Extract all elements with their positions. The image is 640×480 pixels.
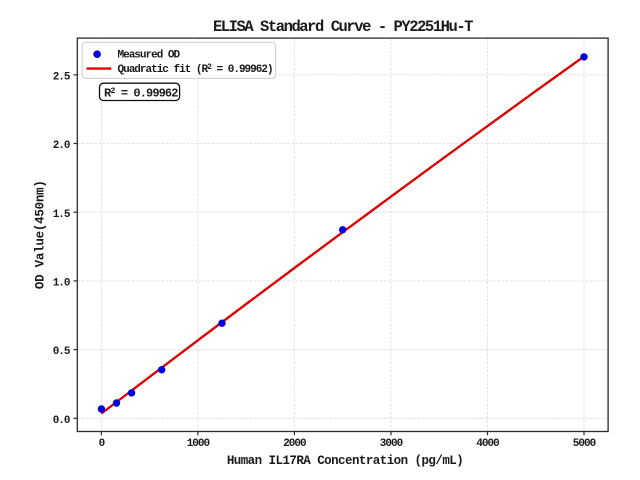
svg-text:Quadratic fit (R2 = 0.99962): Quadratic fit (R2 = 0.99962) (118, 63, 273, 76)
svg-text:0: 0 (99, 438, 105, 450)
svg-text:1000: 1000 (187, 438, 210, 450)
svg-text:R2 = 0.99962: R2 = 0.99962 (104, 86, 178, 101)
svg-text:Measured OD: Measured OD (118, 50, 181, 62)
svg-text:1.5: 1.5 (53, 209, 71, 221)
svg-text:1.0: 1.0 (53, 278, 70, 290)
svg-text:5000: 5000 (573, 438, 596, 450)
svg-text:ELISA Standard Curve - PY2251H: ELISA Standard Curve - PY2251Hu-T (213, 18, 473, 36)
svg-text:3000: 3000 (380, 438, 403, 450)
svg-text:2.5: 2.5 (53, 71, 71, 83)
svg-text:OD Value(450nm): OD Value(450nm) (33, 180, 47, 289)
svg-text:0.0: 0.0 (53, 415, 70, 427)
svg-text:2.0: 2.0 (53, 140, 70, 152)
svg-text:Human IL17RA Concentration (pg: Human IL17RA Concentration (pg/mL) (227, 454, 463, 468)
svg-text:2000: 2000 (283, 438, 306, 450)
svg-text:0.5: 0.5 (53, 346, 71, 358)
svg-text:4000: 4000 (476, 438, 499, 450)
